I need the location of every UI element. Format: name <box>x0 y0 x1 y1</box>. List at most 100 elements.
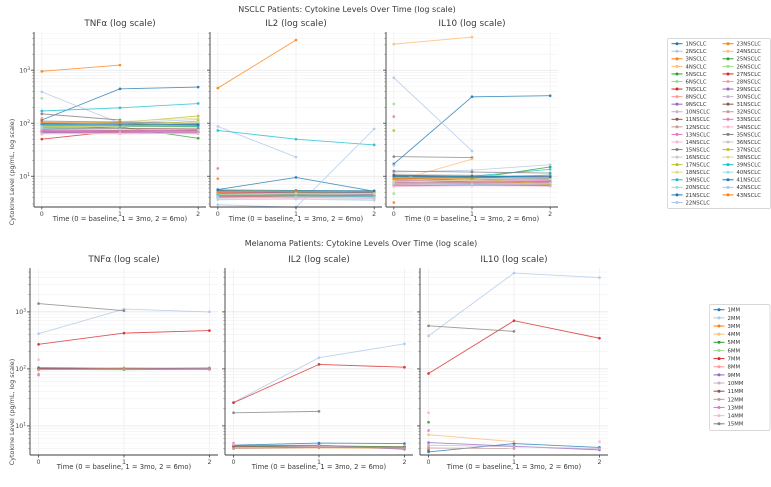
legend-item: 10NSCLC <box>671 110 711 116</box>
svg-text:31NSCLC: 31NSCLC <box>737 102 762 108</box>
legend-item: 22NSCLC <box>671 200 710 206</box>
legend-item: 12MM <box>713 397 744 403</box>
svg-text:14NSCLC: 14NSCLC <box>686 140 711 146</box>
svg-text:20NSCLC: 20NSCLC <box>686 185 711 191</box>
svg-text:11MM: 11MM <box>728 389 744 395</box>
legend-item: 23NSCLC <box>722 42 761 48</box>
legend-item: 42NSCLC <box>722 185 761 191</box>
svg-text:7MM: 7MM <box>728 357 741 363</box>
svg-text:12MM: 12MM <box>728 397 744 403</box>
legend-item: 3NSCLC <box>671 57 707 63</box>
legend-item: 37NSCLC <box>722 147 762 153</box>
xlabel-mm-tnfa: Time (0 = baseline, 1 = 3mo, 2 = 6mo) <box>56 463 192 471</box>
svg-text:7NSCLC: 7NSCLC <box>686 87 707 93</box>
xlabel-nsclc-il10: Time (0 = baseline, 1 = 3mo, 2 = 6mo) <box>404 215 540 223</box>
svg-text:29NSCLC: 29NSCLC <box>737 87 762 93</box>
legend-item: 5NSCLC <box>671 72 707 78</box>
svg-text:103: 103 <box>15 308 26 316</box>
legend-item: 20NSCLC <box>671 185 711 191</box>
legend-item: 40NSCLC <box>722 170 761 176</box>
legend-item: 29NSCLC <box>722 87 762 93</box>
legend-item: 39NSCLC <box>722 163 762 169</box>
melanoma-suptitle: Melanoma Patients: Cytokine Levels Over … <box>244 239 478 248</box>
legend-item: 31NSCLC <box>722 102 762 108</box>
svg-text:15NSCLC: 15NSCLC <box>686 147 711 153</box>
legend-item: 15MM <box>713 422 744 428</box>
legend-item: 26NSCLC <box>722 64 761 70</box>
legend-item: 6MM <box>713 348 740 354</box>
legend-item: 2NSCLC <box>671 49 707 55</box>
legend-item: 8MM <box>713 365 740 371</box>
legend-item: 4MM <box>713 332 741 338</box>
legend-item: 43NSCLC <box>722 193 761 199</box>
legend-item: 9NSCLC <box>671 102 707 108</box>
legend-item: 1NSCLC <box>671 42 707 48</box>
svg-text:9MM: 9MM <box>728 373 741 379</box>
legend-item: 1MM <box>713 308 740 314</box>
svg-text:1: 1 <box>118 211 122 218</box>
panel-title-nsclc-il2: IL2 (log scale) <box>265 19 327 29</box>
legend-item: 28NSCLC <box>722 79 761 85</box>
nsclc-suptitle: NSCLC Patients: Cytokine Levels Over Tim… <box>238 5 456 14</box>
svg-text:2: 2 <box>207 459 211 466</box>
svg-text:0: 0 <box>216 211 220 218</box>
ylabel-melanoma: Cytokine Level (pg/mL, log scale) <box>8 358 16 466</box>
svg-text:102: 102 <box>19 119 30 127</box>
legend-item: 14NSCLC <box>671 140 711 146</box>
svg-text:103: 103 <box>19 66 30 74</box>
svg-text:1: 1 <box>122 459 126 466</box>
legend-item: 19NSCLC <box>671 178 710 184</box>
svg-text:0: 0 <box>232 459 236 466</box>
panel-mm-0: 0 1 2 101 102 103 <box>15 268 218 466</box>
legend-item: 25NSCLC <box>722 57 761 63</box>
xlabel-mm-il2: Time (0 = baseline, 1 = 3mo, 2 = 6mo) <box>251 463 387 471</box>
svg-text:21NSCLC: 21NSCLC <box>686 193 711 199</box>
panel-title-nsclc-il10: IL10 (log scale) <box>438 19 506 29</box>
svg-text:39NSCLC: 39NSCLC <box>737 163 762 169</box>
legend-item: 15NSCLC <box>671 147 711 153</box>
svg-text:27NSCLC: 27NSCLC <box>737 72 762 78</box>
panel-mm-2: 0 1 2 <box>417 268 608 466</box>
legend-item: 33NSCLC <box>722 117 761 123</box>
svg-text:0: 0 <box>37 459 41 466</box>
panel-nsclc-1: 0 1 2 <box>207 32 382 218</box>
panel-title-mm-tnfa: TNFα (log scale) <box>88 255 160 265</box>
legend-item: 17NSCLC <box>671 163 710 169</box>
svg-text:37NSCLC: 37NSCLC <box>737 147 762 153</box>
svg-text:5MM: 5MM <box>728 340 741 346</box>
svg-text:2: 2 <box>372 211 376 218</box>
legend-item: 13MM <box>713 405 744 411</box>
svg-text:12NSCLC: 12NSCLC <box>686 125 711 131</box>
legend-item: 11NSCLC <box>671 117 710 123</box>
svg-text:1NSCLC: 1NSCLC <box>686 42 707 48</box>
svg-text:38NSCLC: 38NSCLC <box>737 155 762 161</box>
legend-item: 2MM <box>713 316 741 322</box>
legend-item: 30NSCLC <box>722 95 761 101</box>
panel-title-mm-il10: IL10 (log scale) <box>480 255 548 265</box>
svg-text:2: 2 <box>597 459 601 466</box>
svg-text:2MM: 2MM <box>728 316 741 322</box>
svg-text:36NSCLC: 36NSCLC <box>737 140 762 146</box>
legend-item: 12NSCLC <box>671 125 711 131</box>
svg-text:8NSCLC: 8NSCLC <box>686 95 707 101</box>
svg-text:34NSCLC: 34NSCLC <box>737 125 762 131</box>
svg-text:0: 0 <box>392 211 396 218</box>
svg-text:4MM: 4MM <box>728 332 741 338</box>
melanoma-legend: 1MM 2MM 3MM 4MM 5MM 6MM 7MM 8MM 9MM 10MM 11MM 12MM 1… <box>709 304 771 431</box>
legend-item: 13NSCLC <box>671 132 710 138</box>
legend-item: 5MM <box>713 340 741 346</box>
svg-text:10NSCLC: 10NSCLC <box>686 110 711 116</box>
panel-nsclc-0: 0 1 2 101 102 103 <box>19 32 206 218</box>
svg-text:35NSCLC: 35NSCLC <box>737 132 762 138</box>
svg-text:1: 1 <box>470 211 474 218</box>
panel-title-mm-il2: IL2 (log scale) <box>288 255 350 265</box>
legend-item: 21NSCLC <box>671 193 711 199</box>
legend-item: 14MM <box>713 414 744 420</box>
legend-item: 34NSCLC <box>722 125 762 131</box>
legend-item: 3MM <box>713 324 740 330</box>
legend-item: 32NSCLC <box>722 110 761 116</box>
svg-text:1: 1 <box>294 211 298 218</box>
svg-text:5NSCLC: 5NSCLC <box>686 72 707 78</box>
svg-text:101: 101 <box>19 172 30 180</box>
